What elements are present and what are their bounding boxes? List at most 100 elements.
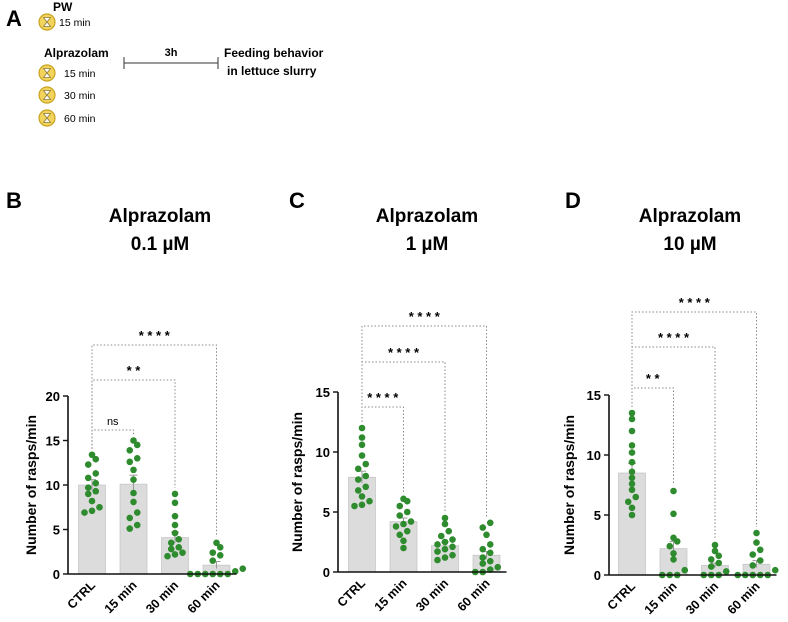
data-point [441, 545, 449, 553]
data-point [628, 442, 636, 449]
y-tick-label: 15 [587, 388, 601, 403]
x-tick-label: 30 min [413, 576, 451, 614]
significance-bracket [631, 346, 716, 539]
x-tick-label: CTRL [65, 578, 99, 612]
significance-label: ns [107, 416, 119, 428]
data-point [133, 441, 141, 449]
data-point [628, 409, 636, 417]
data-point [130, 466, 137, 474]
data-point [681, 566, 689, 574]
data-point [239, 565, 247, 572]
data-point [171, 512, 179, 520]
chart-title-line1: Alprazolam [109, 206, 211, 227]
data-point [486, 541, 494, 548]
data-point [628, 458, 636, 466]
x-tick-label: 15 min [642, 579, 680, 617]
bar [348, 476, 376, 573]
chart-panels: B Alprazolam 0.1 µM Number of rasps/min 0 5 10… [6, 188, 779, 617]
data-point [449, 551, 456, 559]
y-tick-label: 20 [46, 389, 60, 404]
data-point [628, 468, 636, 476]
data-point [486, 519, 494, 527]
data-point [126, 525, 134, 532]
data-point [628, 480, 636, 488]
data-point [441, 520, 449, 528]
data-point [354, 465, 362, 473]
x-tick-label: 30 min [143, 578, 181, 616]
significance-bracket [361, 361, 446, 512]
data-point [483, 531, 490, 539]
data-point [711, 547, 719, 555]
chart-panel-b: B Alprazolam 0.1 µM Number of rasps/min 0 5 10… [6, 188, 247, 616]
data-point [92, 487, 100, 495]
significance-label: * * * * [409, 309, 441, 324]
data-point [92, 479, 100, 487]
data-point [126, 514, 134, 522]
panel-letter: D [565, 188, 581, 213]
x-tick-label: 60 min [725, 579, 763, 617]
x-tick-label: 15 min [102, 578, 140, 616]
data-point [711, 541, 719, 549]
chart-title-line1: Alprazolam [376, 206, 478, 227]
data-point [92, 455, 100, 463]
x-tick-label: CTRL [605, 579, 639, 613]
data-point [771, 566, 779, 574]
data-point [437, 532, 445, 540]
data-point [445, 527, 453, 535]
data-point [479, 545, 487, 553]
data-point [441, 554, 449, 561]
data-point [628, 511, 636, 519]
data-point [749, 551, 757, 558]
data-point [441, 514, 449, 522]
data-point [434, 541, 441, 548]
data-point [753, 539, 760, 546]
data-point [632, 493, 640, 501]
data-point [670, 510, 677, 518]
chart-title-line2: 0.1 µM [131, 234, 189, 255]
data-point [628, 449, 636, 456]
significance-label: * * [646, 371, 661, 386]
data-point [171, 529, 179, 537]
data-point [479, 554, 487, 561]
data-point [92, 470, 100, 477]
hourglass-icon [38, 13, 56, 31]
y-tick-label: 5 [53, 523, 60, 538]
data-point [756, 557, 764, 564]
data-point [130, 498, 137, 506]
drug-time-60: 60 min [64, 113, 96, 125]
data-point [130, 489, 137, 497]
data-point [707, 556, 715, 563]
data-point [403, 527, 411, 535]
data-point [231, 568, 239, 575]
significance-bracket [631, 387, 674, 485]
y-tick-label: 5 [323, 505, 330, 520]
significance-bracket [91, 429, 134, 449]
panel-letter: B [6, 188, 22, 213]
data-point [84, 474, 92, 482]
data-point [358, 424, 366, 432]
chart-title-line1: Alprazolam [639, 206, 741, 227]
data-point [670, 534, 677, 542]
data-point [486, 549, 494, 557]
data-point [628, 474, 636, 482]
data-point [366, 497, 373, 505]
significance-label: * * [127, 363, 142, 378]
data-point [84, 490, 92, 498]
data-point [449, 543, 456, 551]
data-point [624, 498, 632, 506]
data-point [486, 557, 494, 565]
y-tick-label: 10 [316, 445, 330, 460]
data-point [358, 493, 366, 500]
data-point [441, 538, 449, 546]
data-point [351, 502, 358, 510]
y-tick-label: 0 [323, 565, 330, 580]
data-point [400, 495, 407, 503]
data-point [354, 476, 362, 483]
y-axis-label: Number of rasps/min [289, 412, 305, 552]
data-point [479, 560, 487, 567]
panel-letter: C [289, 188, 305, 213]
data-point [126, 458, 134, 466]
drug-label: Alprazolam [44, 46, 109, 60]
data-point [88, 451, 96, 459]
data-point [400, 537, 407, 545]
